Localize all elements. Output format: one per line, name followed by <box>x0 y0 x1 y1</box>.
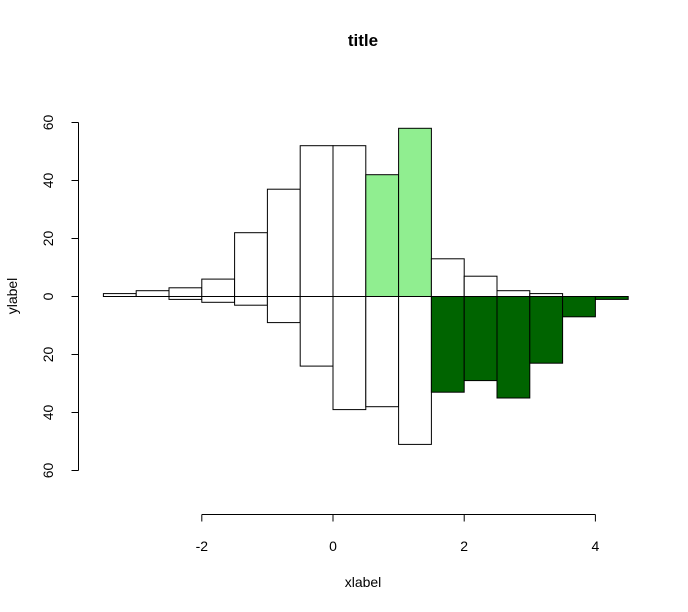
lower-bar <box>332 296 367 411</box>
y-tick-label: 60 <box>40 463 56 479</box>
x-tick-label: 4 <box>592 538 600 554</box>
x-tick-label: 2 <box>460 538 468 554</box>
x-axis-label: xlabel <box>345 574 382 590</box>
upper-bar <box>266 188 301 297</box>
lower-bar <box>299 296 334 367</box>
lower-bar <box>365 296 400 408</box>
lower-bar <box>398 296 432 445</box>
chart-title: title <box>348 31 378 50</box>
y-tick-label: 20 <box>40 231 56 247</box>
upper-bars <box>102 127 564 298</box>
y-axis: 60 40 20 0 20 40 60 <box>40 115 79 479</box>
upper-bar <box>234 232 268 297</box>
upper-bar <box>201 278 236 298</box>
upper-bar <box>135 290 170 298</box>
upper-bar <box>332 145 367 297</box>
lower-bar <box>529 296 564 364</box>
upper-bar <box>463 275 498 298</box>
upper-bar <box>299 145 334 297</box>
x-tick-label: -2 <box>196 538 209 554</box>
lower-bar <box>562 296 596 318</box>
x-tick-label: 0 <box>329 538 337 554</box>
lower-bar <box>496 296 531 399</box>
upper-bar <box>430 258 465 297</box>
upper-bar <box>496 290 531 298</box>
upper-bar <box>365 174 400 297</box>
lower-bar <box>266 296 301 324</box>
lower-bar <box>430 296 465 393</box>
y-tick-label: 20 <box>40 347 56 363</box>
lower-bar <box>463 296 498 382</box>
upper-bar <box>398 127 432 297</box>
y-tick-label: 40 <box>40 173 56 189</box>
lower-bar <box>234 296 268 306</box>
upper-bar <box>168 287 203 297</box>
y-tick-label: 40 <box>40 405 56 421</box>
y-tick-label: 60 <box>40 115 56 131</box>
lower-bars <box>168 296 629 445</box>
y-axis-label: ylabel <box>4 278 20 315</box>
x-axis: -2 0 2 4 <box>196 514 600 554</box>
y-tick-label: 0 <box>40 292 56 300</box>
lower-bar <box>201 296 236 303</box>
